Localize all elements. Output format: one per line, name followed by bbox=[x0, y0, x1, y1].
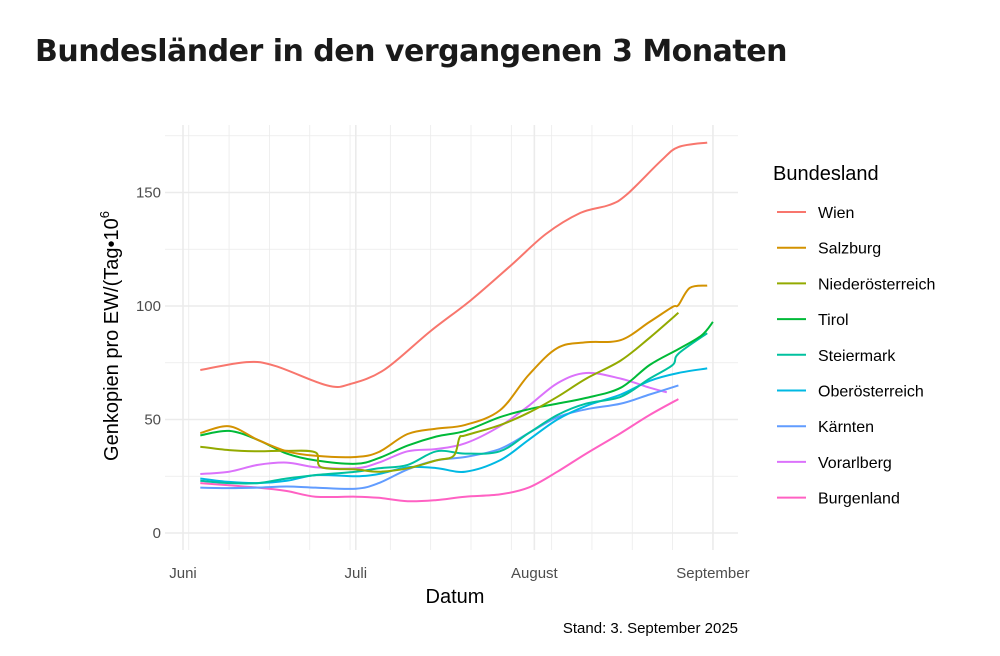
legend-label: Tirol bbox=[818, 312, 849, 329]
legend: Wien Salzburg Niederösterreich Tirol Steierm… bbox=[777, 205, 935, 508]
x-tick-label: Juni bbox=[169, 565, 197, 582]
legend-item-salzburg: Salzburg bbox=[777, 241, 881, 258]
series-line-salzburg bbox=[200, 284, 708, 459]
x-tick-label: September bbox=[676, 565, 749, 582]
series-line-burgenland bbox=[200, 398, 679, 503]
chart-title: Bundesländer in den vergangenen 3 Monate… bbox=[35, 34, 787, 69]
legend-label: Salzburg bbox=[818, 241, 881, 258]
legend-item-vorarlberg: Vorarlberg bbox=[777, 455, 892, 472]
legend-label: Oberösterreich bbox=[818, 384, 924, 401]
series-lines bbox=[200, 141, 714, 503]
legend-item-oberoesterreich: Oberösterreich bbox=[777, 384, 924, 401]
plot-panel bbox=[165, 125, 738, 550]
y-tick-label: 150 bbox=[136, 185, 161, 202]
legend-item-burgenland: Burgenland bbox=[777, 491, 900, 508]
x-tick-label: Juli bbox=[345, 565, 368, 582]
legend-label: Vorarlberg bbox=[818, 455, 892, 472]
y-axis-label: Genkopien pro EW/(Tag•106 bbox=[97, 211, 123, 461]
series-line-niederoesterreich bbox=[200, 312, 680, 473]
y-tick-label: 50 bbox=[144, 412, 161, 429]
y-axis-ticks: 0 50 100 150 bbox=[136, 185, 161, 543]
legend-item-steiermark: Steiermark bbox=[777, 348, 896, 365]
grid bbox=[165, 125, 738, 550]
caption: Stand: 3. September 2025 bbox=[563, 620, 738, 637]
x-axis-ticks: Juni Juli August September bbox=[169, 565, 749, 582]
series-line-tirol bbox=[200, 321, 714, 465]
x-axis-label: Datum bbox=[426, 586, 485, 608]
y-tick-label: 0 bbox=[153, 525, 161, 542]
legend-item-tirol: Tirol bbox=[777, 312, 849, 329]
series-line-oberoesterreich bbox=[200, 367, 708, 485]
legend-title: Bundesland bbox=[773, 163, 879, 185]
legend-label: Kärnten bbox=[818, 419, 874, 436]
y-axis-label-superscript: 6 bbox=[97, 211, 112, 218]
legend-item-kaernten: Kärnten bbox=[777, 419, 874, 436]
legend-label: Wien bbox=[818, 205, 854, 222]
legend-label: Burgenland bbox=[818, 491, 900, 508]
series-line-wien bbox=[200, 141, 708, 389]
y-axis-label-text: Genkopien pro EW/(Tag•10 bbox=[101, 218, 123, 461]
legend-item-wien: Wien bbox=[777, 205, 854, 222]
series-line-steiermark bbox=[200, 332, 708, 485]
legend-item-niederoesterreich: Niederösterreich bbox=[777, 276, 935, 293]
y-tick-label: 100 bbox=[136, 298, 161, 315]
x-tick-label: August bbox=[511, 565, 559, 582]
legend-label: Steiermark bbox=[818, 348, 896, 365]
legend-label: Niederösterreich bbox=[818, 276, 935, 293]
